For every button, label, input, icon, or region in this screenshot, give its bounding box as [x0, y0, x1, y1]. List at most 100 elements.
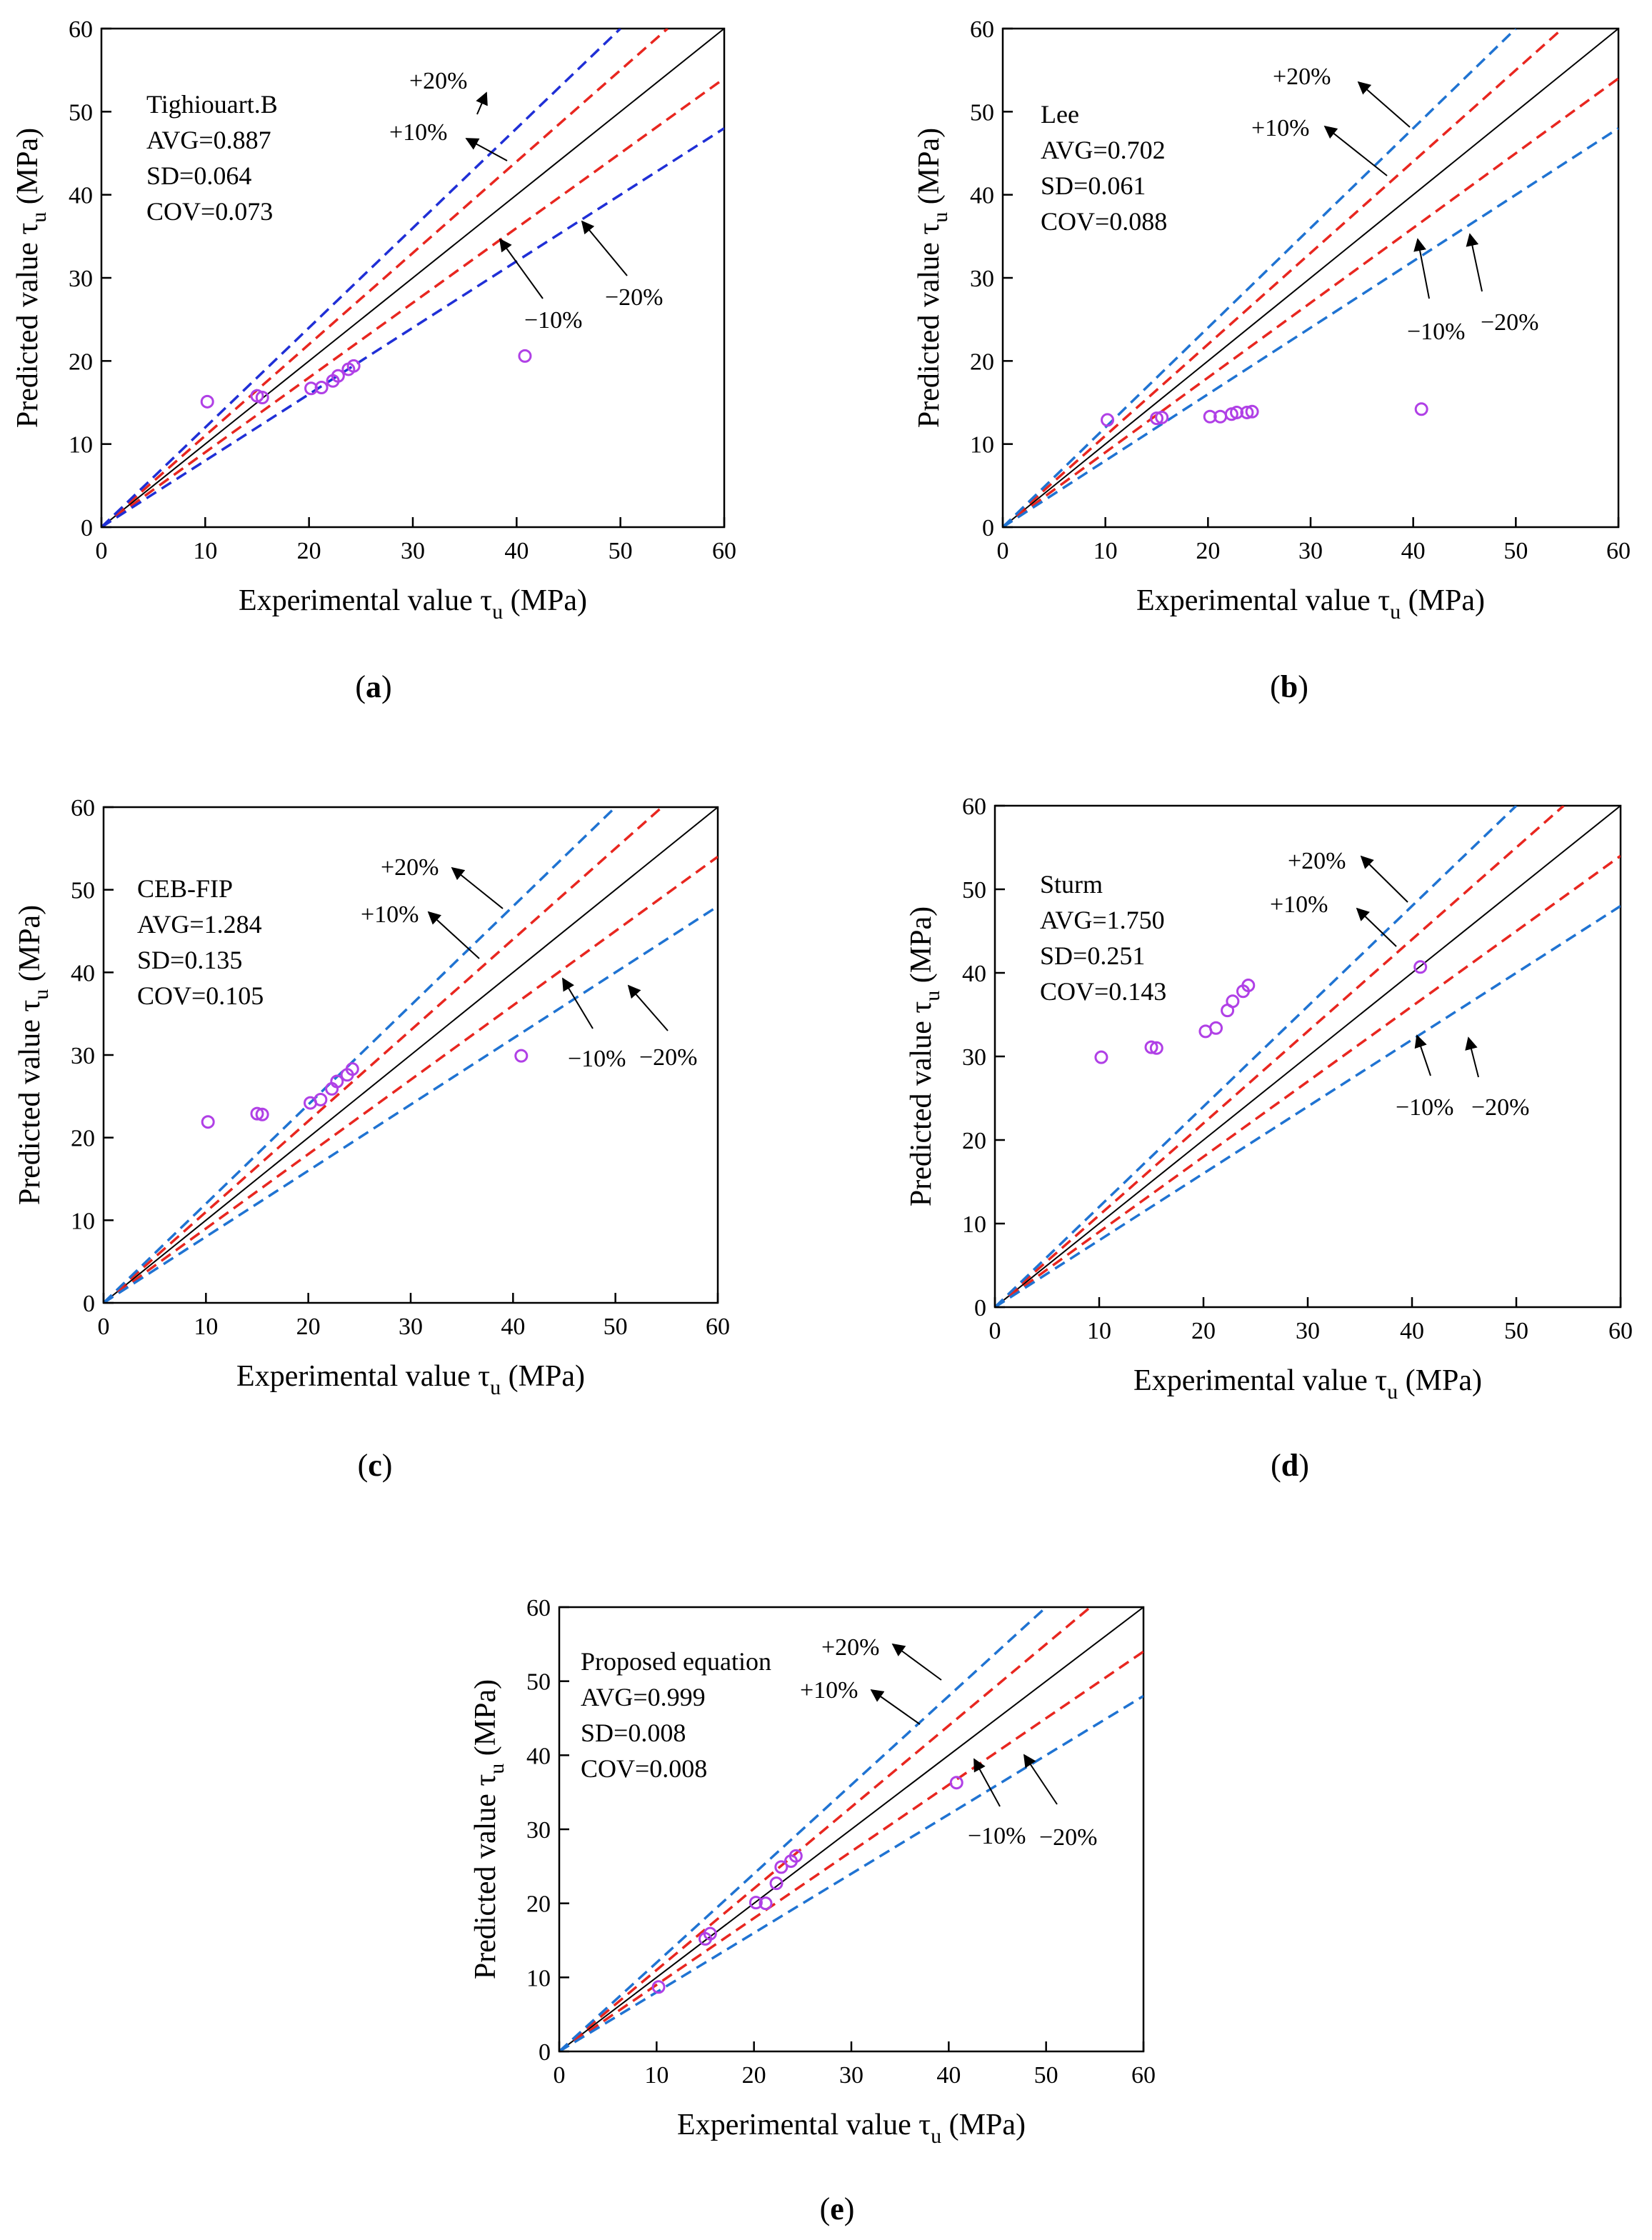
data-point [1155, 410, 1169, 424]
data-point [703, 1926, 717, 1941]
plus-20-label-arrow [1357, 81, 1411, 128]
identity-line [1003, 29, 1618, 527]
y-tick-label: 30 [970, 266, 994, 292]
y-axis-label-unit: (MPa) [469, 1679, 502, 1764]
stat-avg: AVG=1.750 [1040, 906, 1165, 934]
x-axis-label: Experimental value τu (MPa) [236, 1360, 585, 1399]
y-tick-label: 10 [69, 432, 93, 459]
data-point [1226, 994, 1240, 1009]
panel-d: 0 10 20 30 40 50 60 0 10 20 30 40 50 60 Experimental v… [905, 794, 1633, 1483]
data-point [1209, 1021, 1223, 1035]
stat-cov: COV=0.008 [581, 1754, 707, 1783]
y-tick-label: 30 [526, 1817, 551, 1844]
plus-10-label: +10% [1270, 891, 1328, 918]
band-20-line [559, 1694, 1143, 2051]
data-point [330, 1074, 344, 1089]
y-tick-label: 40 [962, 961, 986, 987]
band-10-line [1003, 77, 1618, 527]
plus-20-label: +20% [821, 1634, 880, 1661]
x-axis-label-unit: (MPa) [503, 584, 587, 617]
x-tick-label: 30 [399, 1314, 423, 1340]
x-axis-label-main: Experimental value τ [677, 2109, 931, 2141]
y-tick-label: 0 [539, 2039, 551, 2066]
y-axis-label-sub: u [928, 212, 952, 223]
panel-caption-letter: d [1281, 1448, 1298, 1483]
plus-20-label-arrow [891, 1643, 942, 1681]
y-axis-label: Predicted value τu (MPa) [913, 128, 952, 428]
data-point [255, 1107, 269, 1121]
band-10-line [995, 806, 1565, 1307]
x-tick-label: 50 [1034, 2062, 1058, 2089]
minus-20-label-arrow [1023, 1754, 1058, 1805]
stat-cov: COV=0.088 [1041, 207, 1167, 236]
minus-10-label-arrow [1414, 1034, 1431, 1076]
panels-layer: 0 10 20 30 40 50 60 0 10 20 30 40 50 60 Experimental v… [11, 16, 1633, 2226]
x-axis-label-unit: (MPa) [1401, 584, 1485, 617]
reference-lines [1003, 29, 1618, 527]
panel-caption-letter: c [368, 1448, 382, 1483]
x-axis-label: Experimental value τu (MPa) [1133, 1364, 1482, 1404]
x-axis-label-sub: u [1387, 1380, 1398, 1404]
y-axis-label-unit: (MPa) [11, 128, 44, 212]
panel-caption: (b) [1270, 669, 1308, 704]
data-point [769, 1876, 784, 1891]
panel-caption-letter: b [1281, 669, 1298, 704]
plus-20-label-arrow [1360, 855, 1408, 903]
x-tick-label: 30 [1298, 538, 1323, 564]
reference-lines [101, 29, 724, 527]
x-tick-label: 0 [96, 538, 108, 564]
data-point [1203, 409, 1217, 424]
panel-b: 0 10 20 30 40 50 60 0 10 20 30 40 50 60 Experimental v… [913, 16, 1631, 704]
x-tick-label: 60 [1131, 2062, 1156, 2089]
x-tick-label: 0 [98, 1314, 110, 1340]
data-point [1144, 1040, 1158, 1054]
x-tick-label: 10 [193, 538, 217, 564]
x-tick-label: 50 [1503, 538, 1528, 564]
y-axis-label-sub: u [921, 991, 944, 1001]
data-point [200, 394, 214, 409]
data-points [201, 1049, 529, 1129]
data-points [1094, 960, 1428, 1064]
x-axis-label: Experimental value τu (MPa) [677, 2109, 1026, 2148]
data-point [759, 1896, 773, 1911]
y-tick-label: 20 [71, 1126, 95, 1152]
y-tick-label: 20 [526, 1891, 551, 1918]
y-tick-label: 50 [526, 1669, 551, 1696]
data-points [651, 1776, 963, 1994]
y-axis-label-main: Predicted value τ [905, 1001, 938, 1206]
data-point [1230, 405, 1244, 419]
x-axis-label-main: Experimental value τ [1133, 1364, 1387, 1397]
plus-20-label: +20% [409, 68, 468, 94]
stat-method: CEB-FIP [137, 874, 233, 903]
data-point [1241, 979, 1256, 993]
y-tick-label: 10 [526, 1965, 551, 1991]
band-20-line [101, 29, 621, 527]
y-axis-label: Predicted value τu (MPa) [14, 905, 53, 1205]
x-axis-label-unit: (MPa) [1398, 1364, 1482, 1397]
band-10-line [559, 1607, 1091, 2051]
x-tick-label: 30 [1296, 1318, 1320, 1344]
y-tick-label: 40 [526, 1743, 551, 1769]
band-20-line [1003, 127, 1618, 527]
panel-caption: (e) [820, 2191, 855, 2226]
x-tick-label: 40 [504, 538, 529, 564]
y-axis-label: Predicted value τu (MPa) [905, 906, 944, 1206]
data-point [255, 391, 269, 405]
minus-20-label: −20% [1471, 1094, 1530, 1121]
x-tick-label: 50 [1504, 1318, 1528, 1344]
y-tick-label: 40 [69, 183, 93, 209]
panel-caption: (a) [355, 669, 391, 704]
y-axis-label-unit: (MPa) [913, 128, 946, 212]
x-tick-label: 40 [1401, 538, 1426, 564]
minus-10-label: −10% [524, 307, 583, 334]
y-tick-label: 60 [970, 16, 994, 43]
minus-20-label-arrow [627, 984, 669, 1031]
x-axis-label: Experimental value τu (MPa) [1136, 584, 1485, 624]
stat-method: Tighiouart.B [146, 90, 278, 119]
panel-c: 0 10 20 30 40 50 60 0 10 20 30 40 50 60 Experimental v… [14, 795, 730, 1483]
data-point [201, 1115, 215, 1129]
minus-10-label-arrow [562, 977, 594, 1029]
panel-e: 0 10 20 30 40 50 60 0 10 20 30 40 50 60 Experimental v… [469, 1595, 1156, 2226]
data-point [346, 359, 361, 373]
data-point [789, 1849, 803, 1863]
